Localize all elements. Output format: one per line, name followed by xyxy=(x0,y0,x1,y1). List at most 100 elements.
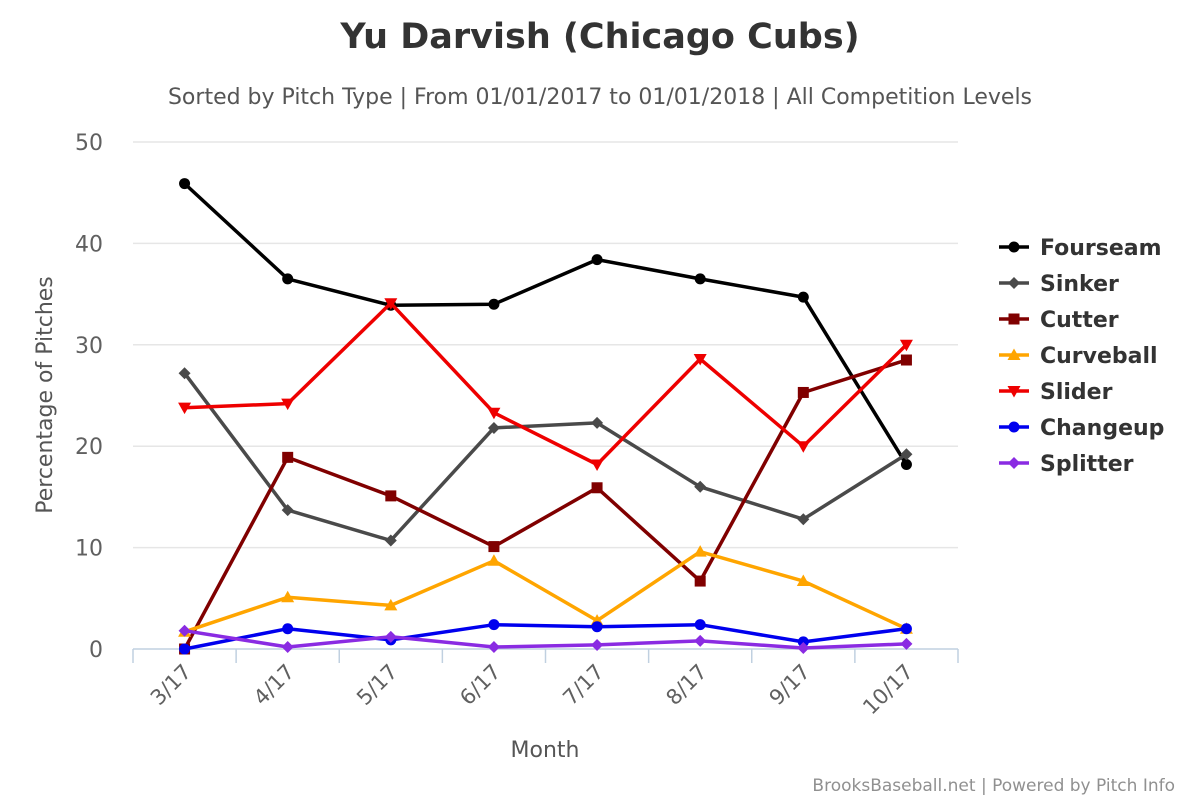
slider-point xyxy=(693,353,707,366)
cutter-point xyxy=(900,354,912,366)
curveball-line xyxy=(182,549,909,634)
fourseam-point xyxy=(694,273,706,285)
slider-point xyxy=(796,441,810,453)
legend-item-changeup[interactable]: Changeup xyxy=(999,416,1164,441)
curveball-point xyxy=(281,590,295,603)
splitter-line xyxy=(182,628,909,650)
fourseam-point xyxy=(797,291,809,303)
series-fourseam xyxy=(179,178,912,470)
cutter-point xyxy=(385,490,397,502)
changeup-point xyxy=(179,643,191,655)
legend-swatch-marker xyxy=(1008,277,1020,289)
legend-label: Curveball xyxy=(1040,344,1158,369)
splitter-point xyxy=(384,630,397,643)
legend-label: Splitter xyxy=(1040,452,1134,477)
fourseam-point xyxy=(488,298,500,310)
splitter-point xyxy=(694,634,707,647)
legend-label: Sinker xyxy=(1040,272,1119,297)
legend-label: Cutter xyxy=(1040,308,1119,333)
series-sinker xyxy=(178,367,913,547)
x-tick-label: 4/17 xyxy=(249,660,299,710)
sinker-line xyxy=(182,371,909,543)
chart-subtitle: Sorted by Pitch Type | From 01/01/2017 t… xyxy=(168,85,1032,110)
curveball-point xyxy=(487,554,501,566)
changeup-point xyxy=(797,636,809,648)
sinker-point xyxy=(591,416,604,429)
legend-swatch-marker xyxy=(1007,386,1021,398)
slider-point xyxy=(384,298,398,310)
changeup-point xyxy=(694,619,706,631)
y-axis-title: Percentage of Pitches xyxy=(33,276,58,514)
splitter-point xyxy=(178,624,191,637)
x-tick-label: 9/17 xyxy=(765,660,815,710)
legend-item-fourseam[interactable]: Fourseam xyxy=(999,236,1162,261)
x-tick-label: 5/17 xyxy=(352,660,402,710)
x-tick-label: 10/17 xyxy=(858,660,918,720)
splitter-point xyxy=(900,637,913,650)
legend-item-splitter[interactable]: Splitter xyxy=(999,452,1134,477)
fourseam-point xyxy=(282,273,294,285)
splitter-point xyxy=(591,638,604,651)
cutter-line xyxy=(182,358,909,651)
y-tick-label: 50 xyxy=(75,131,103,156)
changeup-point xyxy=(282,623,294,635)
legend-swatch-marker xyxy=(1007,348,1021,360)
y-tick-label: 20 xyxy=(75,435,103,460)
y-tick-label: 0 xyxy=(89,638,103,663)
slider-line xyxy=(182,301,909,467)
cutter-point xyxy=(282,451,294,463)
slider-point xyxy=(590,459,604,471)
curveball-point xyxy=(796,574,810,587)
legend-label: Fourseam xyxy=(1040,236,1162,261)
series-slider xyxy=(178,298,913,471)
legend-swatch-marker xyxy=(1008,457,1020,469)
changeup-point xyxy=(591,621,603,633)
x-tick-label: 6/17 xyxy=(455,660,505,710)
cutter-point xyxy=(488,541,500,553)
fourseam-point xyxy=(179,178,191,190)
y-axis-tick-labels: 0 10 20 30 40 50 xyxy=(75,131,103,663)
x-axis-title: Month xyxy=(511,738,580,763)
legend-swatch-marker xyxy=(1008,421,1020,433)
curveball-point xyxy=(384,598,398,611)
x-tick-label: 3/17 xyxy=(146,660,196,710)
splitter-point xyxy=(797,641,810,654)
legend: Fourseam Sinker Cutter Curveball Slider Chang… xyxy=(999,236,1164,477)
changeup-point xyxy=(488,619,500,631)
legend-item-curveball[interactable]: Curveball xyxy=(999,344,1158,369)
changeup-point xyxy=(900,623,912,635)
cutter-point xyxy=(694,575,706,587)
legend-item-cutter[interactable]: Cutter xyxy=(999,308,1119,333)
sinker-point xyxy=(797,513,810,526)
series-lines xyxy=(178,178,913,655)
slider-point xyxy=(899,339,913,352)
curveball-point xyxy=(693,545,707,557)
series-curveball xyxy=(178,545,913,637)
slider-point xyxy=(281,398,295,411)
x-tick-label: 8/17 xyxy=(661,660,711,710)
legend-label: Slider xyxy=(1040,380,1113,405)
x-axis-tick-labels: 3/17 4/17 5/17 6/17 7/17 8/17 9/17 10/17 xyxy=(146,660,918,720)
splitter-point xyxy=(487,640,500,653)
chart-title: Yu Darvish (Chicago Cubs) xyxy=(339,17,859,57)
y-tick-label: 30 xyxy=(75,334,103,359)
chart-credits[interactable]: BrooksBaseball.net | Powered by Pitch In… xyxy=(812,776,1175,796)
x-tick-label: 7/17 xyxy=(558,660,608,710)
y-tick-label: 40 xyxy=(75,232,103,257)
legend-item-slider[interactable]: Slider xyxy=(999,380,1113,405)
changeup-line xyxy=(182,622,909,651)
fourseam-point xyxy=(591,254,603,266)
legend-item-sinker[interactable]: Sinker xyxy=(999,272,1119,297)
cutter-point xyxy=(591,482,603,494)
sinker-point xyxy=(384,534,397,547)
sinker-point xyxy=(487,421,500,434)
sinker-point xyxy=(281,504,294,517)
legend-label: Changeup xyxy=(1040,416,1164,441)
sinker-point xyxy=(178,367,191,380)
cutter-point xyxy=(797,386,809,398)
legend-swatch-marker xyxy=(1008,241,1020,253)
sinker-point xyxy=(900,448,913,461)
slider-point xyxy=(178,402,192,415)
grid-lines xyxy=(133,141,958,549)
